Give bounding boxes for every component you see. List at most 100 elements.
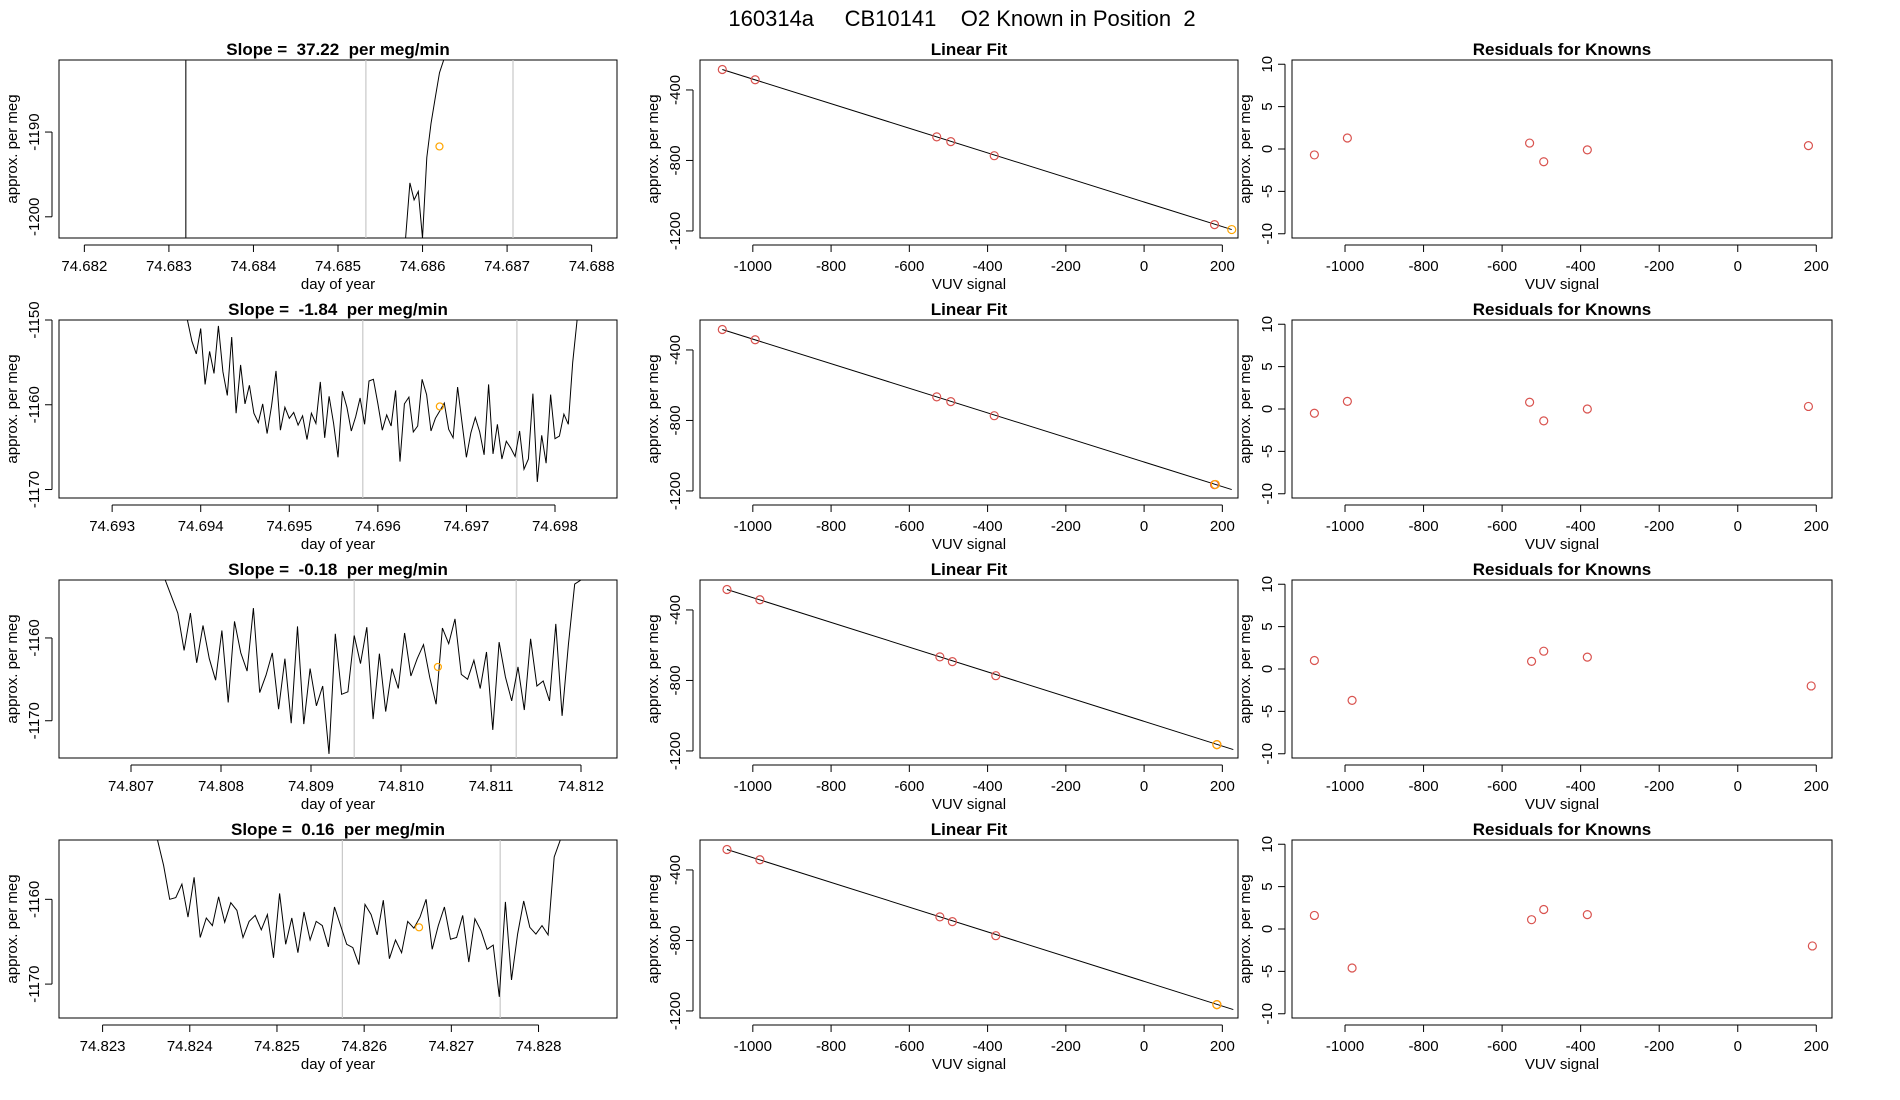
x-tick-label: -400 [1566, 778, 1596, 795]
data-point [717, 64, 727, 75]
x-tick-label: 74.683 [146, 258, 192, 275]
x-tick-label: -400 [973, 1038, 1003, 1055]
plot-area [717, 64, 1237, 235]
y-tick-label: -1160 [26, 386, 43, 423]
x-tick-label: 200 [1804, 258, 1829, 275]
y-tick-label: -800 [667, 665, 684, 695]
x-tick-label: 0 [1734, 778, 1742, 795]
data-point [1582, 404, 1592, 414]
data-point [1309, 408, 1319, 418]
y-axis-label: approx. per meg [1237, 354, 1254, 463]
x-tick-label: -400 [973, 258, 1003, 275]
x-tick-label: 200 [1804, 778, 1829, 795]
x-axis-label: VUV signal [932, 276, 1006, 293]
x-tick-label: -1000 [1326, 778, 1364, 795]
panel-residuals-row-1: Residuals for Knowns-1000 -800 -600 -400 -20… [1237, 40, 1833, 293]
panel-title: Residuals for Knowns [1473, 560, 1652, 579]
x-tick-label: -800 [816, 518, 846, 535]
panel-grid: Slope = 37.22 per meg/min 74.682 74.683 74.… [4, 40, 1833, 1073]
data-point [1539, 157, 1549, 167]
data-point [935, 912, 945, 922]
x-tick-label: -600 [1487, 258, 1517, 275]
data-point [932, 392, 942, 402]
known-marker [433, 662, 442, 672]
y-tick-label: -1200 [667, 992, 684, 1030]
data-point [1582, 145, 1592, 155]
data-point [1342, 133, 1352, 143]
x-tick-label: -400 [973, 518, 1003, 535]
known-marker [435, 402, 444, 411]
x-tick-label: -800 [1409, 1038, 1439, 1055]
data-point [1582, 652, 1592, 662]
y-tick-label: -400 [667, 335, 684, 365]
data-point [1342, 396, 1352, 406]
panel-trace-row-3: Slope = -0.18 per meg/min 74.807 74.808 74.… [4, 560, 618, 813]
x-tick-label: -1000 [734, 778, 772, 795]
x-tick-label: 74.686 [400, 258, 446, 275]
y-axis-label: approx. per meg [645, 614, 662, 723]
x-tick-label: 74.810 [378, 778, 424, 795]
data-point [991, 931, 1001, 941]
x-tick-label: 0 [1140, 518, 1148, 535]
x-tick-label: 74.808 [198, 778, 244, 795]
y-axis-label: approx. per meg [4, 94, 21, 203]
data-point [935, 652, 945, 662]
data-point [1582, 909, 1592, 920]
data-point [722, 584, 732, 595]
x-tick-label: -600 [894, 258, 924, 275]
data-point [1209, 220, 1220, 230]
data-point [1806, 681, 1816, 691]
x-axis-label: day of year [301, 796, 375, 813]
x-tick-label: 74.826 [341, 1038, 387, 1055]
plot-area [1309, 904, 1817, 973]
y-tick-label: -800 [667, 405, 684, 435]
x-tick-label: 0 [1140, 1038, 1148, 1055]
x-tick-label: -1000 [1326, 258, 1364, 275]
data-point [755, 855, 765, 865]
panel-trace-row-1: Slope = 37.22 per meg/min 74.682 74.683 74.… [4, 40, 618, 293]
x-tick-label: 74.809 [288, 778, 334, 795]
x-tick-label: -200 [1051, 258, 1081, 275]
panel-title: Slope = -0.18 per meg/min [228, 560, 448, 579]
data-point [947, 656, 957, 667]
x-tick-label: 74.696 [355, 518, 401, 535]
x-tick-label: 74.811 [469, 778, 514, 795]
data-point [1539, 646, 1549, 656]
plot-frame [699, 579, 1239, 759]
trace-line [164, 580, 582, 754]
known-point [1212, 740, 1222, 750]
x-axis-label: day of year [301, 276, 375, 293]
x-tick-label: 0 [1140, 258, 1148, 275]
plot-frame [1291, 59, 1833, 239]
x-tick-label: 74.685 [315, 258, 361, 275]
y-tick-label: -1160 [26, 619, 43, 656]
y-tick-label: -1200 [26, 198, 43, 236]
data-point [1309, 150, 1319, 160]
trace-line [186, 320, 578, 482]
plot-frame [58, 319, 618, 499]
plot-frame [1291, 579, 1833, 759]
data-point [946, 396, 956, 407]
plot-frame [1291, 839, 1833, 1019]
data-point [1526, 915, 1537, 925]
panel-title: Slope = -1.84 per meg/min [228, 300, 448, 319]
y-tick-label: -1170 [26, 471, 43, 508]
y-axis-label: approx. per meg [1237, 614, 1254, 723]
plot-frame [699, 839, 1239, 1019]
y-axis-label: approx. per meg [645, 94, 662, 203]
panel-residuals-row-3: Residuals for Knowns-1000 -800 -600 -400 -20… [1237, 560, 1833, 813]
y-tick-label: 0 [1259, 665, 1276, 673]
y-tick-label: -400 [667, 595, 684, 625]
data-point [946, 136, 956, 147]
y-tick-label: -10 [1259, 1003, 1276, 1025]
x-tick-label: -600 [1487, 778, 1517, 795]
x-tick-label: -600 [1487, 1038, 1517, 1055]
plot-area [185, 60, 514, 238]
y-tick-label: 10 [1259, 56, 1276, 73]
y-tick-label: 10 [1259, 316, 1276, 333]
x-tick-label: -200 [1644, 258, 1674, 275]
x-tick-label: 74.697 [443, 518, 489, 535]
data-point [750, 75, 760, 85]
plot-frame [58, 579, 618, 759]
